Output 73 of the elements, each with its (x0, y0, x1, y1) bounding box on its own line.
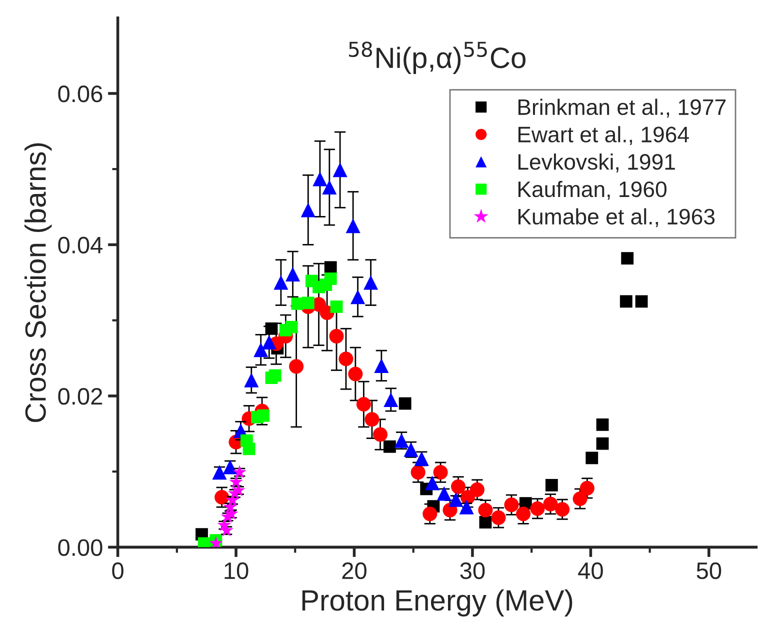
point (312, 172, 328, 186)
point (586, 452, 598, 464)
point (470, 482, 484, 497)
point (572, 492, 588, 506)
point (543, 496, 558, 512)
point (332, 162, 348, 178)
point (300, 202, 316, 218)
point (516, 506, 531, 522)
point (324, 261, 337, 274)
point (262, 334, 276, 350)
y-axis-title: Cross Section (barns) (24, 143, 52, 422)
legend-label: Kumabe et al., 1963 (518, 208, 715, 228)
x-tick-label: 20 (342, 562, 366, 580)
point (530, 501, 545, 516)
point (330, 300, 343, 313)
point (433, 465, 448, 480)
x-tick-label: 0 (112, 562, 124, 580)
y-tick-label: 0.06 (58, 86, 102, 102)
point (285, 266, 300, 282)
point (555, 502, 570, 517)
point (244, 372, 259, 388)
point (254, 342, 268, 358)
legend-label: Kaufman, 1960 (518, 180, 666, 200)
point (384, 392, 398, 408)
point (424, 476, 440, 490)
point (384, 440, 396, 453)
point (348, 366, 363, 382)
point (478, 502, 493, 518)
point (635, 295, 648, 308)
point (596, 437, 609, 450)
point (364, 275, 378, 290)
point (491, 510, 506, 525)
point (346, 218, 360, 234)
text: $^{58}$Ni(p,α)$^{55}$Co (349, 42, 526, 74)
x-axis-title: Proton Energy (MeV) (302, 589, 572, 617)
legend-label: Levkovski, 1991 (518, 153, 675, 172)
point (621, 252, 634, 265)
point (504, 498, 519, 512)
point (274, 275, 288, 290)
point (580, 480, 594, 496)
point (329, 328, 344, 344)
point (620, 295, 632, 308)
y-tick-label: 0.02 (58, 388, 102, 405)
point (596, 418, 609, 431)
legend-label: Brinkman et al., 1977 (518, 98, 726, 118)
point (410, 465, 426, 480)
point (364, 412, 380, 427)
x-tick-label: 40 (578, 562, 603, 580)
point (450, 479, 466, 494)
point (422, 506, 438, 522)
point (214, 490, 230, 505)
point (545, 478, 558, 492)
x-tick-label: 10 (224, 562, 248, 580)
point (374, 358, 389, 373)
point (242, 442, 256, 456)
point (356, 396, 371, 412)
point (372, 427, 388, 442)
point (268, 369, 282, 382)
point (350, 290, 366, 304)
x-tick-label: 50 (696, 562, 722, 580)
point (212, 465, 227, 480)
legend-label: Ewart et al., 1964 (518, 126, 689, 146)
point (289, 359, 304, 374)
y-tick-label: 0.04 (58, 236, 103, 254)
x-tick-label: 30 (460, 562, 485, 580)
point (322, 180, 337, 195)
point (285, 320, 298, 334)
y-tick-label: 0.00 (58, 539, 102, 556)
point (338, 352, 354, 366)
point (257, 409, 270, 422)
point (324, 272, 337, 285)
point (302, 296, 314, 310)
point (398, 397, 412, 410)
